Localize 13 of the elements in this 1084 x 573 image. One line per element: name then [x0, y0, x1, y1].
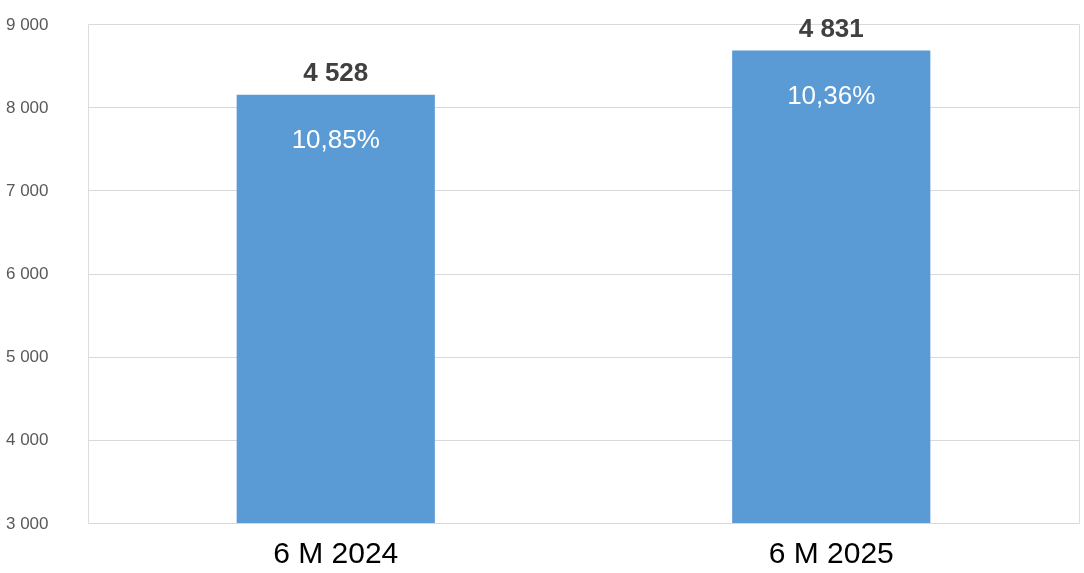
y-tick-label: 3 000	[5, 513, 49, 533]
annotation: 4 528	[303, 56, 369, 87]
y-tick-label: 5 000	[5, 347, 49, 367]
annotation: 4 831	[798, 12, 864, 43]
y-tick-label: 4 000	[5, 430, 49, 450]
y-tick-label: 6 000	[5, 264, 49, 283]
x-tick-label: 6 M 2024	[273, 535, 399, 569]
annotation: 10,85%	[291, 123, 380, 154]
y-tick-label: 7 000	[5, 180, 49, 200]
annotation: 10,36%	[787, 79, 876, 110]
y-tick-label: 8 000	[5, 97, 49, 117]
x-tick-label: 6 M 2025	[768, 535, 894, 569]
y-tick-label: 9 000	[5, 14, 49, 34]
